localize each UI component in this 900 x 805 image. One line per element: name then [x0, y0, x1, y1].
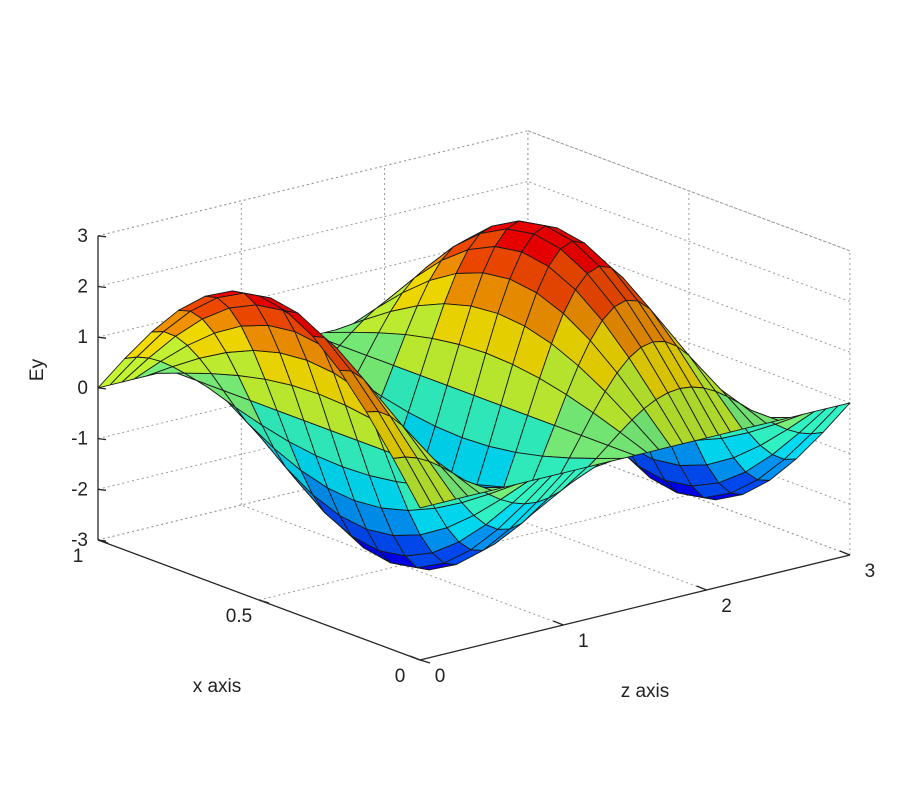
z-tick-label: 2: [721, 596, 732, 617]
y-tick-label: 1: [77, 327, 88, 348]
surface-patch: [392, 456, 433, 509]
x-tick-label: 1: [73, 546, 84, 567]
x-tick-mark: [97, 539, 109, 544]
surface-mesh: [97, 220, 851, 571]
x-tick-label: 0: [395, 666, 406, 687]
tick-labels: -3 -2 -1 0 1 2 3 0 0.5 1 0 1 2 3: [71, 226, 875, 687]
grid-line: [527, 130, 851, 252]
y-tick-mark: [97, 387, 107, 390]
x-tick-mark: [258, 599, 270, 604]
y-tick-mark: [97, 437, 107, 441]
z-tick-mark: [553, 620, 564, 626]
z-tick-label: 1: [578, 631, 589, 652]
y-tick-label: -3: [71, 530, 88, 551]
y-tick-mark: [97, 488, 107, 491]
grid-line: [97, 130, 529, 237]
z-tick-label: 3: [865, 561, 876, 582]
z-tick-mark: [839, 550, 851, 556]
grid-line: [97, 231, 529, 338]
y-tick-mark: [97, 285, 107, 289]
z-tick-mark: [696, 585, 707, 591]
z-tick-label: 0: [435, 666, 446, 687]
y-tick-mark: [97, 235, 107, 238]
y-tick-label: -1: [71, 429, 88, 450]
tick-marks: [97, 235, 851, 664]
grid-line: [527, 181, 851, 302]
y-tick-label: 0: [77, 378, 88, 399]
y-tick-mark: [97, 336, 107, 339]
z-tick-mark: [409, 655, 421, 661]
x-tick-mark: [419, 659, 431, 664]
x-tick-label: 0.5: [226, 606, 252, 627]
y-axis-label: Ey: [27, 358, 48, 381]
z-axis-line: [419, 554, 851, 661]
y-tick-label: -2: [71, 479, 88, 500]
x-axis-label: x axis: [193, 676, 242, 697]
z-axis-label: z axis: [621, 681, 670, 702]
grid-line: [97, 181, 529, 287]
y-tick-label: 3: [77, 226, 88, 247]
y-tick-label: 2: [77, 277, 88, 298]
